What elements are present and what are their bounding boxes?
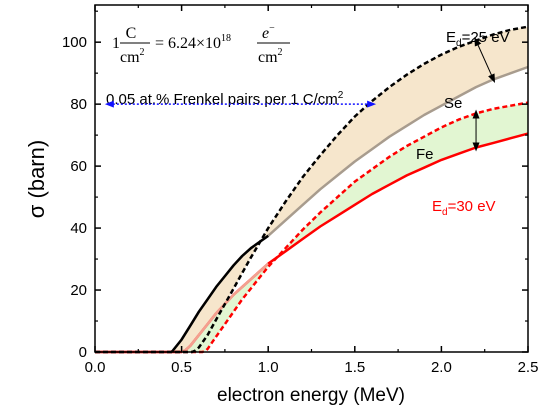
formula-e: e− bbox=[262, 23, 275, 42]
formula-cm-2: cm2 bbox=[258, 47, 283, 66]
formula-equals: = 6.24×1018 bbox=[155, 33, 231, 52]
y-tick-label: 0 bbox=[79, 344, 87, 361]
axis-ticks: 0.0 0.5 1.0 1.5 2.0 2.5 0 20 40 60 80 100 bbox=[62, 5, 538, 376]
y-tick-label: 80 bbox=[70, 96, 87, 113]
ed30-label: Ed=30 eV bbox=[432, 198, 496, 218]
y-tick-label: 60 bbox=[70, 158, 87, 175]
formula-c: C bbox=[126, 25, 137, 42]
se-range-arrow bbox=[474, 36, 495, 84]
y-tick-label: 40 bbox=[70, 220, 87, 237]
x-tick-label: 2.5 bbox=[518, 359, 539, 376]
x-axis-title: electron energy (MeV) bbox=[217, 385, 405, 406]
series-line-4 bbox=[170, 234, 269, 353]
y-tick-label: 20 bbox=[70, 282, 87, 299]
band-fills bbox=[95, 26, 528, 352]
x-tick-label: 2.0 bbox=[431, 359, 452, 376]
band-fill-0 bbox=[95, 26, 528, 352]
formula-cm-1: cm2 bbox=[120, 47, 145, 66]
band-fill-1 bbox=[95, 102, 528, 352]
series-line-0 bbox=[95, 25, 529, 354]
formula-one: 1 bbox=[112, 35, 120, 52]
series-line-2 bbox=[95, 101, 529, 354]
x-tick-label: 1.5 bbox=[344, 359, 365, 376]
x-tick-label: 1.0 bbox=[258, 359, 279, 376]
series-lines bbox=[95, 25, 529, 354]
y-axis-title: σ (barn) bbox=[24, 140, 49, 218]
se-label: Se bbox=[444, 95, 462, 112]
series-line-5 bbox=[181, 262, 270, 354]
x-tick-label: 0.5 bbox=[171, 359, 192, 376]
frenkel-annotation: 0.05 at.% Frenkel pairs per 1 C/cm2 bbox=[106, 90, 344, 108]
fe-label: Fe bbox=[416, 146, 434, 163]
y-tick-label: 100 bbox=[62, 34, 87, 51]
x-tick-label: 0.0 bbox=[85, 359, 106, 376]
unit-conversion-formula: 1 C cm2 = 6.24×1018 e− cm2 bbox=[112, 23, 290, 66]
